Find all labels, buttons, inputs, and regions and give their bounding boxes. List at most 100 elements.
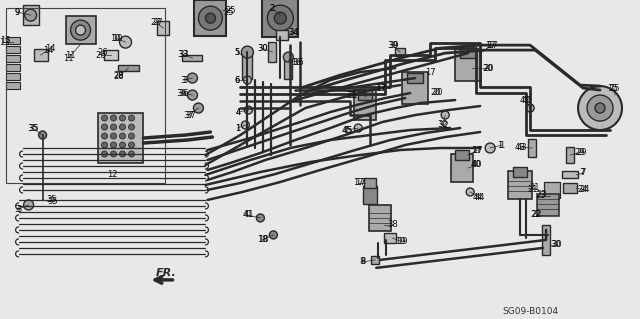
Circle shape <box>257 214 264 222</box>
Text: 20: 20 <box>432 88 442 97</box>
Bar <box>22 5 38 25</box>
Bar <box>195 0 227 36</box>
Bar <box>6 37 20 44</box>
Text: 39: 39 <box>388 41 399 50</box>
Text: 3: 3 <box>180 76 186 85</box>
Bar <box>566 147 574 163</box>
Bar <box>33 49 47 61</box>
Text: 13: 13 <box>0 36 11 45</box>
Circle shape <box>355 124 362 132</box>
Text: 42: 42 <box>522 96 532 105</box>
Text: 16: 16 <box>291 58 301 67</box>
Text: FR.: FR. <box>156 268 176 278</box>
Text: 2: 2 <box>269 4 275 13</box>
Circle shape <box>111 133 116 139</box>
Circle shape <box>120 142 125 148</box>
Circle shape <box>578 86 622 130</box>
Text: 31: 31 <box>347 91 358 100</box>
Text: 36: 36 <box>176 89 187 98</box>
Text: 23: 23 <box>536 191 547 200</box>
Text: 20: 20 <box>430 88 440 97</box>
Bar <box>6 46 20 53</box>
Bar <box>157 21 170 35</box>
Text: 3: 3 <box>14 205 19 214</box>
Bar <box>544 182 560 198</box>
Bar <box>513 167 527 177</box>
Text: 18: 18 <box>258 235 269 244</box>
Text: 1: 1 <box>235 123 240 132</box>
Text: 20: 20 <box>482 63 492 73</box>
Bar <box>384 233 396 243</box>
Text: 11: 11 <box>65 51 76 60</box>
Circle shape <box>205 13 216 23</box>
Bar <box>355 90 376 120</box>
Text: 31: 31 <box>345 91 356 100</box>
Text: 7: 7 <box>580 168 586 177</box>
Text: 5: 5 <box>235 48 240 56</box>
Text: 14: 14 <box>45 44 56 53</box>
Bar <box>508 171 532 199</box>
Bar <box>358 90 372 100</box>
Text: 12: 12 <box>108 170 118 180</box>
Text: 1: 1 <box>499 140 505 150</box>
Text: 42: 42 <box>520 96 531 105</box>
Text: 21: 21 <box>528 185 538 195</box>
Bar <box>6 55 20 62</box>
Circle shape <box>466 188 474 196</box>
Text: 15: 15 <box>607 84 617 93</box>
Text: 8: 8 <box>360 257 365 266</box>
Bar <box>6 63 20 70</box>
Bar <box>460 48 476 58</box>
Circle shape <box>244 106 252 114</box>
Circle shape <box>120 124 125 130</box>
Bar <box>402 72 428 104</box>
Circle shape <box>269 231 277 239</box>
Text: 37: 37 <box>183 111 194 120</box>
Bar <box>562 172 578 179</box>
Circle shape <box>111 142 116 148</box>
Circle shape <box>198 6 223 30</box>
Text: 33: 33 <box>178 49 189 59</box>
Text: 35: 35 <box>28 123 39 132</box>
Bar <box>364 186 377 204</box>
Text: 30: 30 <box>257 44 268 53</box>
Circle shape <box>129 115 134 121</box>
Text: 23: 23 <box>537 190 547 199</box>
Text: 40: 40 <box>471 160 481 169</box>
Text: 22: 22 <box>531 211 541 219</box>
Text: 35: 35 <box>28 123 38 132</box>
Text: 17: 17 <box>425 68 436 77</box>
Text: 3: 3 <box>183 76 188 85</box>
Bar <box>563 183 577 193</box>
Text: 25: 25 <box>223 8 234 17</box>
Text: 7: 7 <box>579 168 585 177</box>
Bar <box>537 194 559 216</box>
Text: 18: 18 <box>257 235 268 244</box>
Text: 29: 29 <box>575 147 586 157</box>
Circle shape <box>120 115 125 121</box>
Circle shape <box>129 151 134 157</box>
Text: 26: 26 <box>97 48 108 56</box>
Text: 44: 44 <box>475 193 485 203</box>
Circle shape <box>24 9 36 21</box>
Bar <box>455 49 481 81</box>
Circle shape <box>120 133 125 139</box>
Text: 16: 16 <box>293 58 303 67</box>
Text: 5: 5 <box>235 48 240 56</box>
Text: 40: 40 <box>472 160 483 169</box>
Circle shape <box>38 131 47 139</box>
Text: 28: 28 <box>113 71 124 81</box>
Bar <box>6 82 20 89</box>
Bar <box>364 178 376 188</box>
Circle shape <box>102 142 108 148</box>
Text: 27: 27 <box>152 18 163 26</box>
Text: 43: 43 <box>515 143 525 152</box>
Text: 32: 32 <box>438 121 449 130</box>
Text: 28: 28 <box>113 70 124 79</box>
Bar <box>104 50 118 60</box>
Circle shape <box>243 76 252 84</box>
Bar <box>451 154 473 182</box>
Text: 20: 20 <box>483 63 493 73</box>
Circle shape <box>129 142 134 148</box>
Text: 24: 24 <box>580 185 590 195</box>
